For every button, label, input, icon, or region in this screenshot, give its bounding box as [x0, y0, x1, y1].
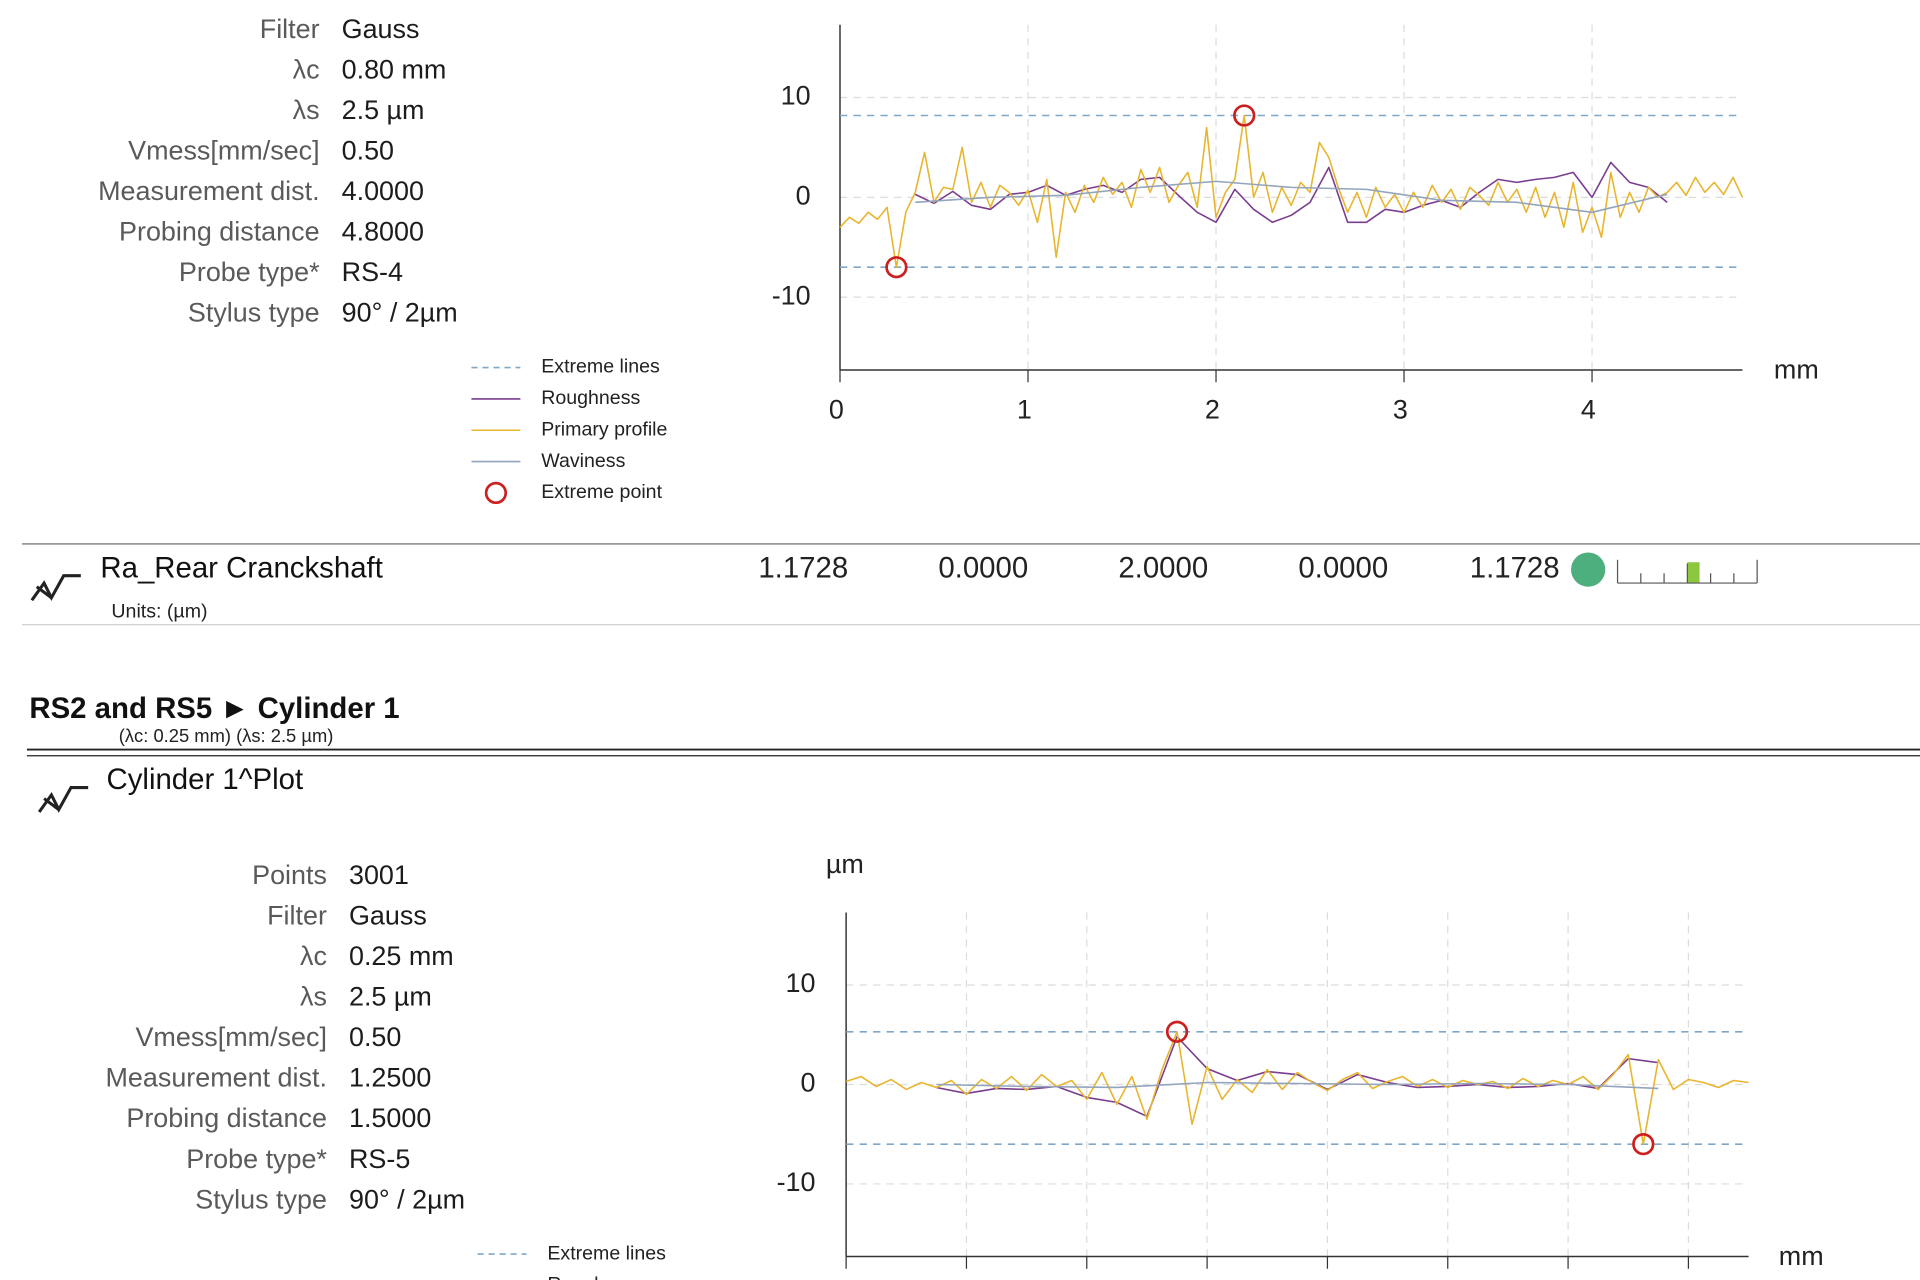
param-value: 0.80 mm	[342, 54, 447, 84]
param-label: Points	[252, 860, 327, 890]
result-name: Ra_Rear Cranckshaft	[100, 551, 382, 584]
legend-label: Roughness	[547, 1274, 646, 1280]
legend-label: Primary profile	[541, 418, 667, 440]
result-value: 0.0000	[1298, 551, 1388, 584]
extreme-point	[1165, 1020, 1189, 1043]
result-units: Units: (µm)	[111, 601, 207, 623]
y-tick-label: 10	[781, 81, 811, 111]
x-axis-label: mm	[1774, 354, 1819, 384]
profile-line	[936, 1081, 1659, 1090]
param-value: RS-5	[349, 1144, 410, 1174]
param-value: 2.5 µm	[342, 95, 425, 125]
param-value: 0.25 mm	[349, 941, 454, 971]
param-value: 2.5 µm	[349, 982, 432, 1012]
tolerance-scale	[1616, 559, 1758, 584]
param-label: Stylus type	[195, 1184, 327, 1214]
param-label: Measurement dist.	[105, 1063, 326, 1093]
param-value: RS-4	[342, 257, 403, 287]
param-label: Probing distance	[126, 1103, 327, 1133]
section-subtitle: (λc: 0.25 mm) (λs: 2.5 µm)	[119, 725, 334, 746]
profile-icon	[37, 786, 89, 813]
y-tick-label: -10	[777, 1167, 816, 1197]
profile-line	[845, 1030, 1749, 1145]
param-label: Filter	[260, 14, 320, 44]
result-value: 1.1728	[1470, 551, 1560, 584]
param-value: 90° / 2µm	[342, 298, 458, 328]
param-label: Stylus type	[188, 298, 320, 328]
result-value: 1.1728	[758, 551, 848, 584]
param-value: 90° / 2µm	[349, 1184, 465, 1214]
legend-swatch	[484, 481, 508, 505]
param-value: 1.2500	[349, 1063, 431, 1093]
param-label: λc	[293, 54, 320, 84]
param-label: Probe type*	[179, 257, 320, 287]
x-tick-label: 1	[1017, 395, 1032, 425]
extreme-point	[885, 256, 908, 279]
param-label: λc	[300, 941, 327, 971]
param-label: Filter	[267, 901, 327, 931]
x-tick-label: 4	[1581, 395, 1596, 425]
y-tick-label: 0	[796, 180, 811, 210]
param-label: λs	[293, 95, 320, 125]
result-value: 2.0000	[1118, 551, 1208, 584]
param-label: Vmess[mm/sec]	[128, 136, 319, 166]
x-tick-label: 2	[1205, 395, 1220, 425]
y-axis-label: µm	[826, 849, 864, 879]
param-label: Probe type*	[186, 1144, 327, 1174]
param-label: λs	[300, 982, 327, 1012]
param-label: Measurement dist.	[98, 176, 319, 206]
param-value: Gauss	[342, 14, 420, 44]
extreme-point	[1233, 104, 1256, 127]
section-title: RS2 and RS5 ► Cylinder 1	[29, 692, 399, 725]
plot-title: Cylinder 1^Plot	[107, 763, 304, 796]
x-tick-label: 0	[829, 395, 844, 425]
param-value: 1.5000	[349, 1103, 431, 1133]
param-value: 0.50	[342, 136, 394, 166]
param-value: 4.0000	[342, 176, 424, 206]
y-tick-label: -10	[772, 280, 811, 310]
status-indicator	[1571, 552, 1606, 587]
legend-label: Waviness	[541, 450, 625, 472]
x-axis-label: mm	[1779, 1241, 1824, 1271]
profile-line	[914, 161, 1668, 224]
legend-label: Extreme point	[541, 481, 662, 503]
param-label: Probing distance	[119, 217, 320, 247]
profile-line	[839, 114, 1744, 268]
profile-icon	[30, 574, 81, 602]
legend-label: Roughness	[541, 387, 640, 409]
param-value: Gauss	[349, 901, 427, 931]
legend-label: Extreme lines	[547, 1242, 666, 1264]
param-value: 4.8000	[342, 217, 424, 247]
extreme-point	[1632, 1133, 1655, 1156]
y-tick-label: 10	[786, 968, 816, 998]
param-value: 0.50	[349, 1022, 401, 1052]
param-value: 3001	[349, 860, 409, 890]
legend-label: Extreme lines	[541, 356, 660, 378]
x-tick-label: 3	[1393, 395, 1408, 425]
param-label: Vmess[mm/sec]	[135, 1022, 326, 1052]
result-value: 0.0000	[938, 551, 1028, 584]
profile-line	[915, 180, 1668, 214]
result-values: 1.1728 0.0000 2.0000 0.0000 1.1728	[758, 551, 1559, 584]
y-tick-label: 0	[801, 1068, 816, 1098]
